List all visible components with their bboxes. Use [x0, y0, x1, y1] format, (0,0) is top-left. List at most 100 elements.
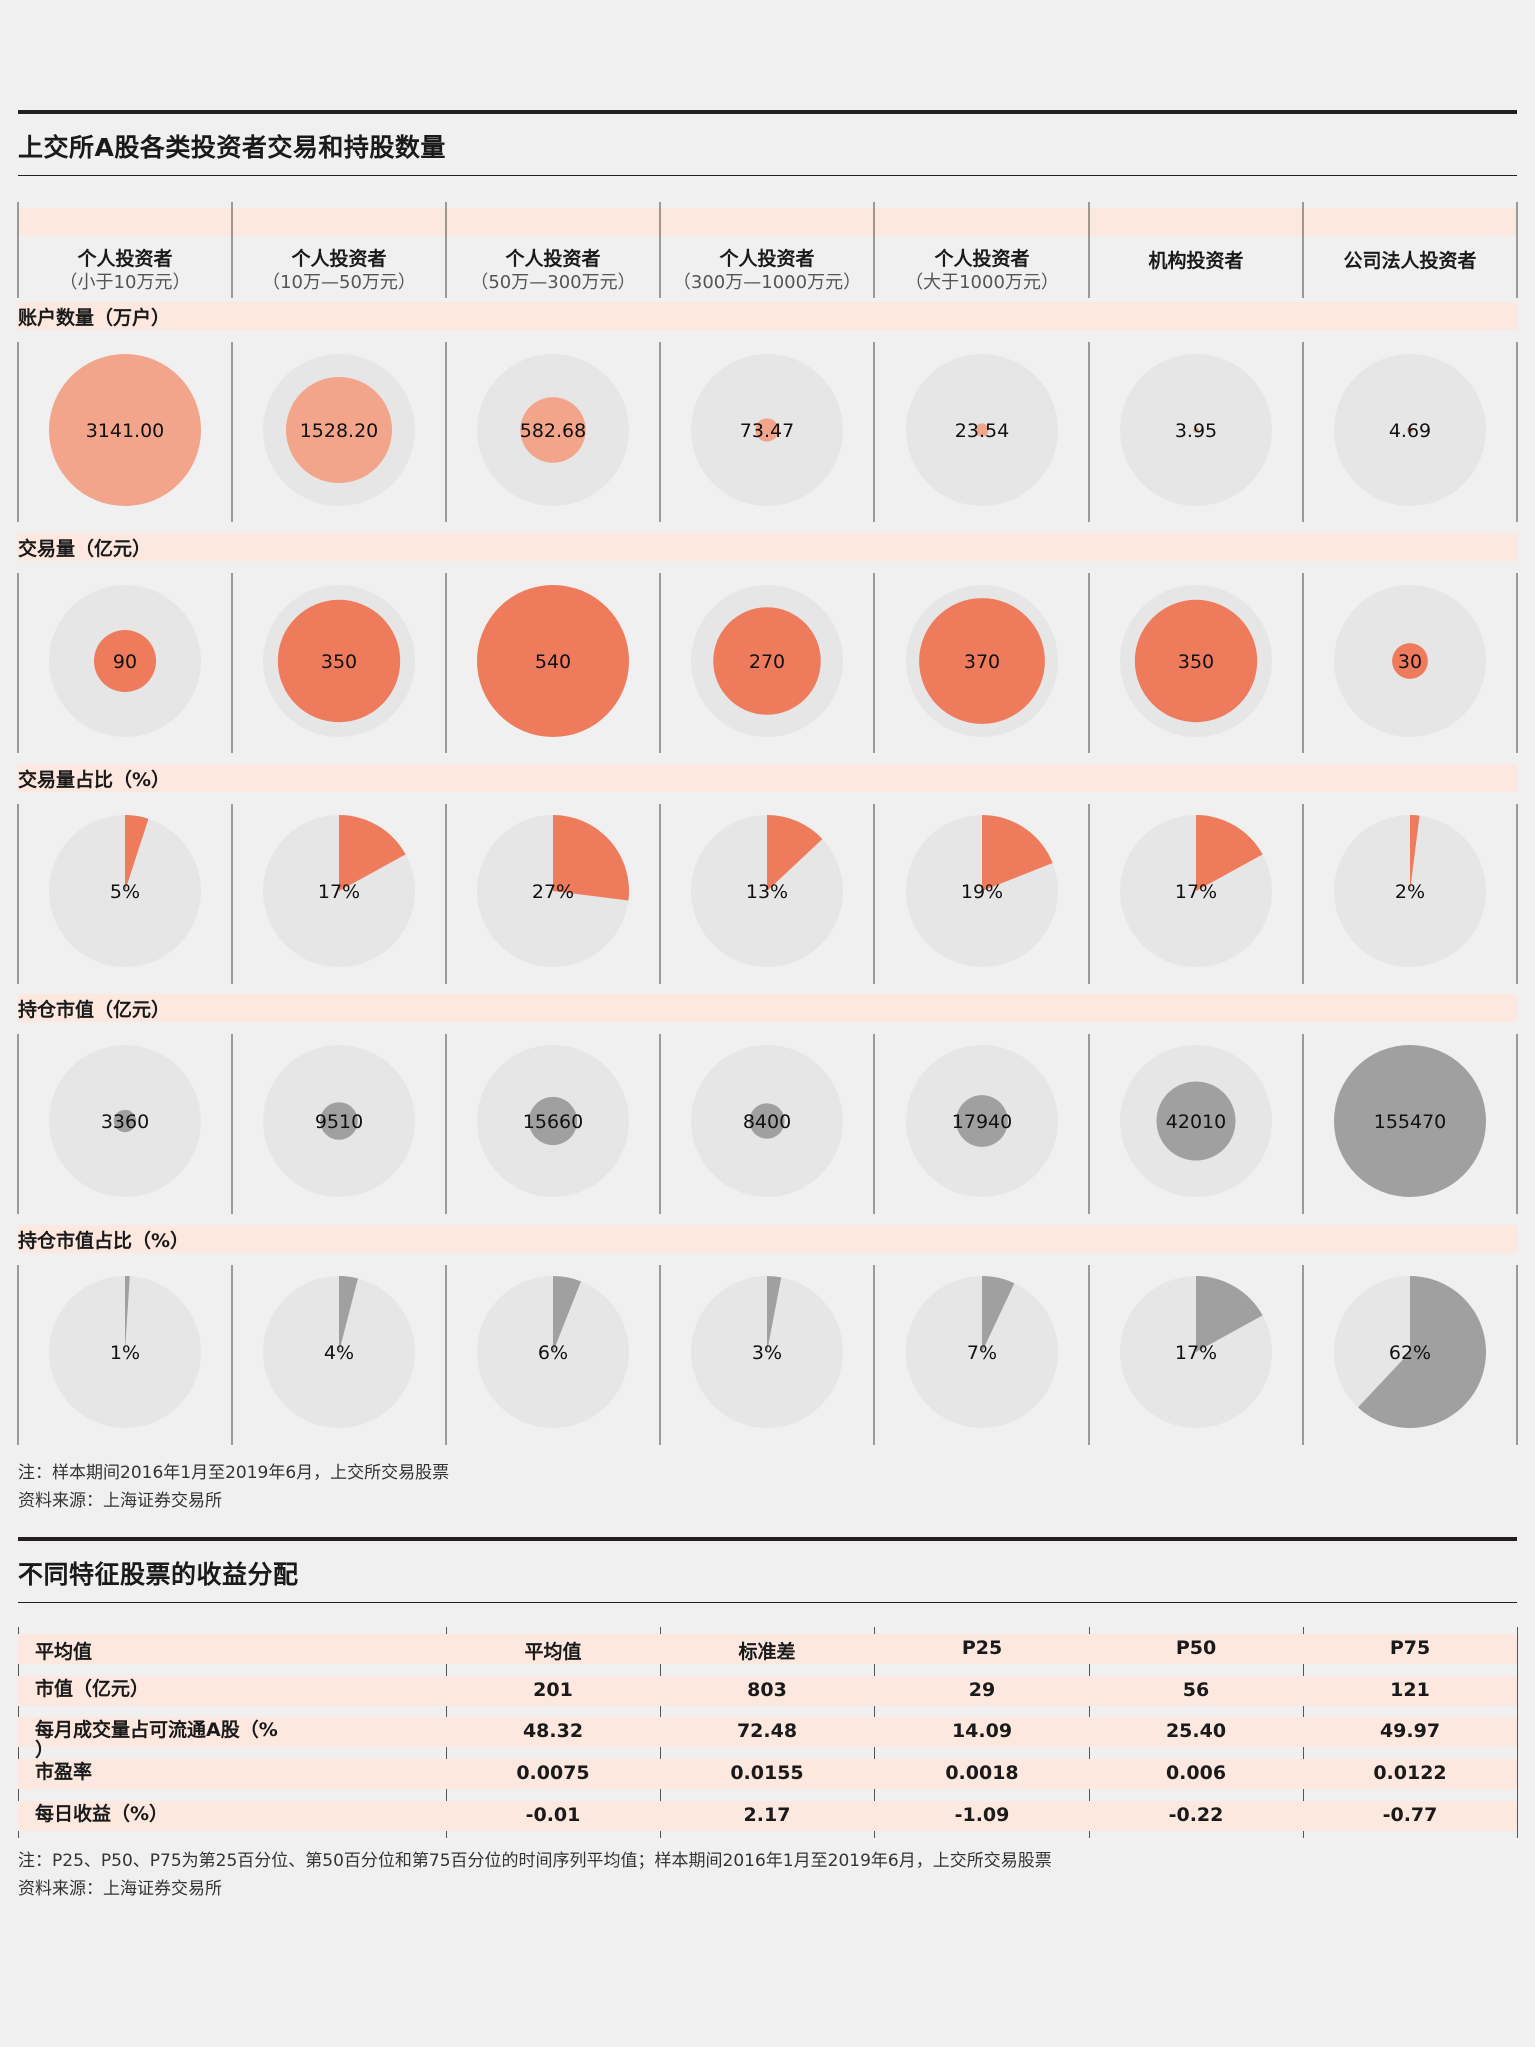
table-cell: -1.09	[954, 1804, 1010, 1826]
table-header-cell: P75	[1389, 1637, 1431, 1659]
row-label: 账户数量（万户）	[18, 306, 170, 329]
data-bubble	[975, 423, 989, 437]
table-cell: 2.17	[743, 1804, 791, 1826]
category-sublabel: （50万—300万元）	[470, 272, 635, 293]
chart2-note: 注：P25、P50、P75为第25百分位、第50百分位和第75百分位的时间序列平…	[18, 1851, 1052, 1871]
pie-slice	[553, 1276, 581, 1352]
table-row	[18, 1801, 1517, 1831]
table-cell: 14.09	[951, 1720, 1013, 1742]
data-label: 1528.20	[300, 420, 379, 442]
table-cell: 0.0018	[945, 1762, 1019, 1784]
row-band	[18, 533, 1517, 561]
table-row	[18, 1759, 1517, 1789]
data-label: 582.68	[520, 420, 586, 442]
row-band	[18, 302, 1517, 330]
category-label: 个人投资者	[290, 247, 386, 270]
data-label: 13%	[746, 881, 788, 903]
table-cell: -0.77	[1382, 1804, 1438, 1826]
data-label: 155470	[1374, 1111, 1447, 1133]
data-label: 90	[113, 651, 137, 673]
pie-slice	[767, 815, 823, 891]
data-bubble	[749, 1103, 785, 1139]
section1-top-rule	[18, 110, 1517, 114]
data-label: 73.47	[740, 420, 794, 442]
data-bubble	[1334, 1045, 1486, 1197]
table-cell: 121	[1390, 1679, 1430, 1701]
data-bubble	[956, 1095, 1008, 1147]
data-bubble	[93, 629, 157, 693]
row-band	[18, 764, 1517, 792]
pie-slice	[553, 815, 629, 901]
table-cell: 56	[1182, 1679, 1210, 1701]
row-label: 交易量占比（%）	[18, 768, 170, 791]
table-row-label: 每月成交量占可流通A股（% ）	[35, 1719, 278, 1761]
data-bubble	[1407, 427, 1413, 433]
data-label: 2%	[1395, 881, 1425, 903]
data-label: 4%	[324, 1342, 354, 1364]
category-label: 个人投资者	[933, 247, 1029, 270]
data-label: 7%	[967, 1342, 997, 1364]
data-label: 5%	[110, 881, 140, 903]
data-bubble	[528, 1096, 578, 1146]
table-header-cell: 标准差	[738, 1641, 796, 1663]
data-label: 30	[1398, 651, 1422, 673]
row-band	[18, 994, 1517, 1022]
data-bubble	[1392, 643, 1428, 679]
data-label: 270	[749, 651, 785, 673]
data-label: 8400	[743, 1111, 791, 1133]
data-label: 17940	[952, 1111, 1012, 1133]
pie-slice	[982, 815, 1053, 891]
data-label: 17%	[1175, 1342, 1217, 1364]
category-label: 个人投资者	[504, 247, 600, 270]
section1-title-rule	[18, 175, 1517, 176]
chart1-source: 资料来源：上海证券交易所	[18, 1491, 222, 1511]
table-header-cell: 平均值	[524, 1641, 582, 1663]
data-label: 3360	[101, 1111, 149, 1133]
row-label: 交易量（亿元）	[18, 537, 151, 560]
category-label: 个人投资者	[76, 247, 172, 270]
chart2-source: 资料来源：上海证券交易所	[18, 1879, 222, 1899]
table-cell: 48.32	[522, 1720, 584, 1742]
pie-slice	[1196, 815, 1263, 891]
pie-slice	[125, 1276, 130, 1352]
data-label: 3.95	[1175, 420, 1217, 442]
table-row-label: 市值（亿元）	[35, 1678, 150, 1700]
chart1-note: 注：样本期间2016年1月至2019年6月，上交所交易股票	[18, 1463, 450, 1483]
data-bubble	[320, 1102, 358, 1140]
data-bubble	[1156, 1081, 1236, 1161]
row-band	[18, 1225, 1517, 1253]
data-label: 4.69	[1389, 420, 1431, 442]
data-bubble	[919, 598, 1045, 724]
data-bubble	[49, 354, 201, 506]
table-row-label: 每日收益（%）	[35, 1803, 169, 1825]
data-label: 350	[321, 651, 357, 673]
table-cell: 0.006	[1165, 1762, 1227, 1784]
data-bubble	[477, 585, 629, 737]
table-cell: 25.40	[1165, 1720, 1227, 1742]
data-label: 42010	[1166, 1111, 1226, 1133]
data-label: 62%	[1389, 1342, 1431, 1364]
data-label: 1%	[110, 1342, 140, 1364]
data-bubble	[713, 607, 821, 715]
table-cell: 803	[747, 1679, 787, 1701]
data-label: 27%	[532, 881, 574, 903]
data-label: 370	[964, 651, 1000, 673]
data-label: 350	[1178, 651, 1214, 673]
header-band	[18, 208, 1517, 236]
category-label: 机构投资者	[1148, 249, 1243, 272]
category-sublabel: （大于1000万元）	[905, 272, 1059, 293]
pie-slice	[339, 815, 406, 891]
data-bubble	[277, 599, 401, 723]
pie-slice	[1196, 1276, 1263, 1352]
pie-slice	[1410, 815, 1420, 891]
pie-slice	[1357, 1276, 1486, 1429]
data-label: 15660	[523, 1111, 583, 1133]
row-label: 持仓市值（亿元）	[18, 998, 170, 1021]
table-cell: -0.01	[525, 1804, 581, 1826]
section2-title-rule	[18, 1602, 1517, 1603]
pie-slice	[982, 1276, 1015, 1352]
data-bubble	[285, 376, 393, 484]
data-label: 3141.00	[86, 420, 165, 442]
category-label: 公司法人投资者	[1343, 249, 1476, 272]
data-label: 9510	[315, 1111, 363, 1133]
